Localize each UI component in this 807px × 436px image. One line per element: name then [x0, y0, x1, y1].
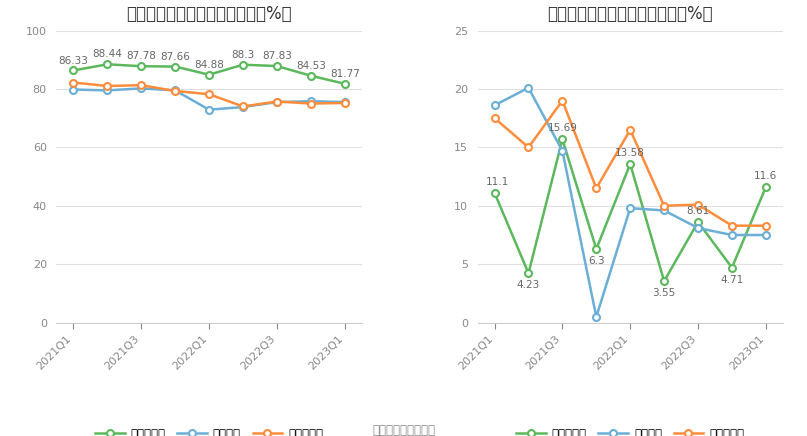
Text: 86.33: 86.33 [58, 55, 89, 65]
Text: 4.71: 4.71 [721, 275, 743, 285]
Text: 11.6: 11.6 [755, 171, 777, 181]
Text: 88.3: 88.3 [232, 50, 254, 60]
Text: 87.78: 87.78 [127, 51, 157, 61]
Text: 81.77: 81.77 [330, 69, 360, 79]
Text: 15.69: 15.69 [547, 123, 577, 133]
Text: 88.44: 88.44 [93, 49, 123, 59]
Title: 凯因科技季度毛利率变化情况（%）: 凯因科技季度毛利率变化情况（%） [126, 5, 292, 24]
Text: 3.55: 3.55 [653, 289, 675, 298]
Text: 84.53: 84.53 [296, 61, 326, 71]
Text: 数据来源：恒生聚源: 数据来源：恒生聚源 [372, 424, 435, 436]
Text: 6.3: 6.3 [588, 256, 604, 266]
Text: 8.61: 8.61 [687, 206, 709, 216]
Title: 凯因科技季度净利率变化情况（%）: 凯因科技季度净利率变化情况（%） [547, 5, 713, 24]
Text: 11.1: 11.1 [486, 177, 509, 187]
Text: 87.83: 87.83 [262, 51, 292, 61]
Text: 13.58: 13.58 [615, 148, 645, 158]
Legend: 公司净利率, 行业均值, 行业中位数: 公司净利率, 行业均值, 行业中位数 [512, 423, 749, 436]
Text: 87.66: 87.66 [161, 51, 190, 61]
Legend: 公司毛利率, 行业均值, 行业中位数: 公司毛利率, 行业均值, 行业中位数 [90, 423, 328, 436]
Text: 84.88: 84.88 [194, 60, 224, 70]
Text: 4.23: 4.23 [516, 280, 540, 290]
